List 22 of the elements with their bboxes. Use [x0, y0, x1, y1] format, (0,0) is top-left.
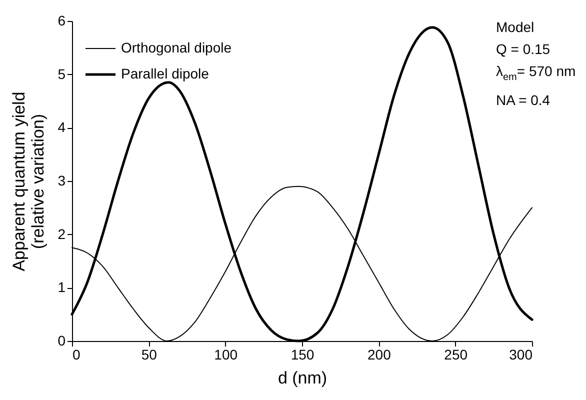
annotation: λ$_{em}$= 570 nm — [496, 62, 576, 85]
y-tick-label: 3 — [58, 172, 66, 188]
annotation: NA = 0.4 — [496, 90, 552, 110]
y-tick-label: 5 — [58, 66, 66, 82]
annotation: Q = 0.15 — [496, 40, 552, 59]
annotation: Model — [496, 18, 536, 37]
x-tick-label: 150 — [290, 346, 314, 362]
x-tick-label: 250 — [444, 346, 468, 362]
y-axis-title: Apparent quantum yield (relative variation) — [10, 92, 48, 272]
y-tick-label: 4 — [58, 119, 66, 136]
x-axis-title: d (nm) — [278, 368, 328, 388]
y-tick-label: 0 — [58, 332, 66, 348]
x-tick-label: 200 — [367, 346, 392, 362]
x-tick-label: 100 — [214, 346, 238, 362]
y-tick-label: 2 — [58, 226, 66, 242]
y-tick-label: 1 — [58, 279, 66, 296]
x-tick-label: 50 — [141, 346, 158, 362]
x-tick-label: 0 — [72, 346, 80, 362]
x-tick-label: 300 — [509, 346, 533, 362]
y-tick-label: 6 — [58, 12, 66, 28]
legend-label: Orthogonal dipole — [121, 40, 232, 56]
legend-label: Parallel dipole — [121, 66, 210, 82]
